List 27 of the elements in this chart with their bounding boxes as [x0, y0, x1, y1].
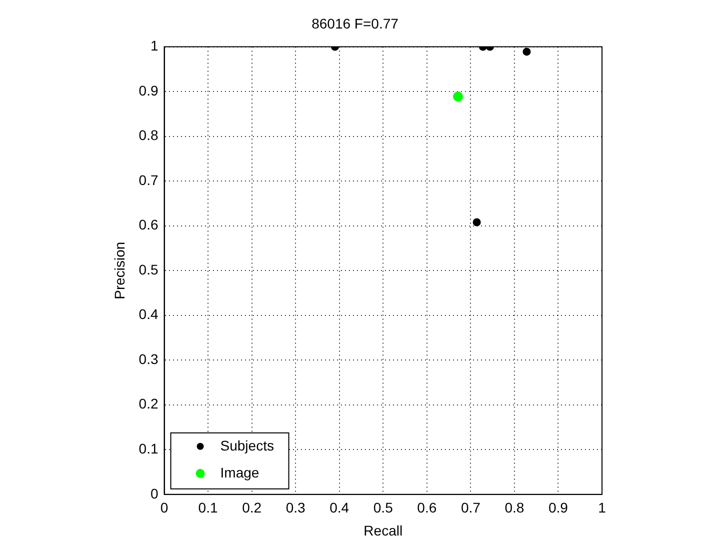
x-tick-label: 0.2: [242, 500, 262, 516]
legend-label: Image: [220, 464, 260, 480]
x-tick-label: 0.9: [548, 500, 568, 516]
y-axis-title: Precision: [111, 242, 128, 300]
x-tick-label: 0.7: [460, 500, 481, 516]
x-tick-label: 0.3: [286, 500, 306, 516]
chart-title: 86016 F=0.77: [312, 15, 399, 32]
x-axis-title: Recall: [364, 522, 403, 538]
x-tick-label: 0.6: [417, 500, 437, 516]
legend-label: Subjects: [220, 437, 274, 454]
y-tick-label: 0.4: [138, 306, 158, 322]
y-tick-label: 0.9: [138, 82, 158, 98]
y-tick-label: 0.8: [138, 127, 158, 144]
x-tick-label: 0.8: [504, 500, 524, 516]
y-tick-label: 0.2: [138, 396, 158, 412]
y-tick-label: 1: [150, 38, 158, 54]
x-tick-label: 0: [160, 500, 168, 516]
y-tick-label: 0.7: [138, 172, 158, 188]
x-tick-label: 0.4: [330, 500, 350, 516]
y-tick-label: 0.1: [138, 440, 158, 456]
y-tick-label: 0: [150, 485, 158, 502]
y-tick-label: 0.5: [138, 261, 158, 278]
y-tick-label: 0.3: [138, 350, 158, 367]
x-tick-label: 0.1: [198, 500, 218, 516]
y-tick-label: 0.6: [138, 216, 158, 233]
x-tick-label: 0.5: [373, 500, 394, 516]
x-tick-label: 1: [598, 500, 606, 516]
